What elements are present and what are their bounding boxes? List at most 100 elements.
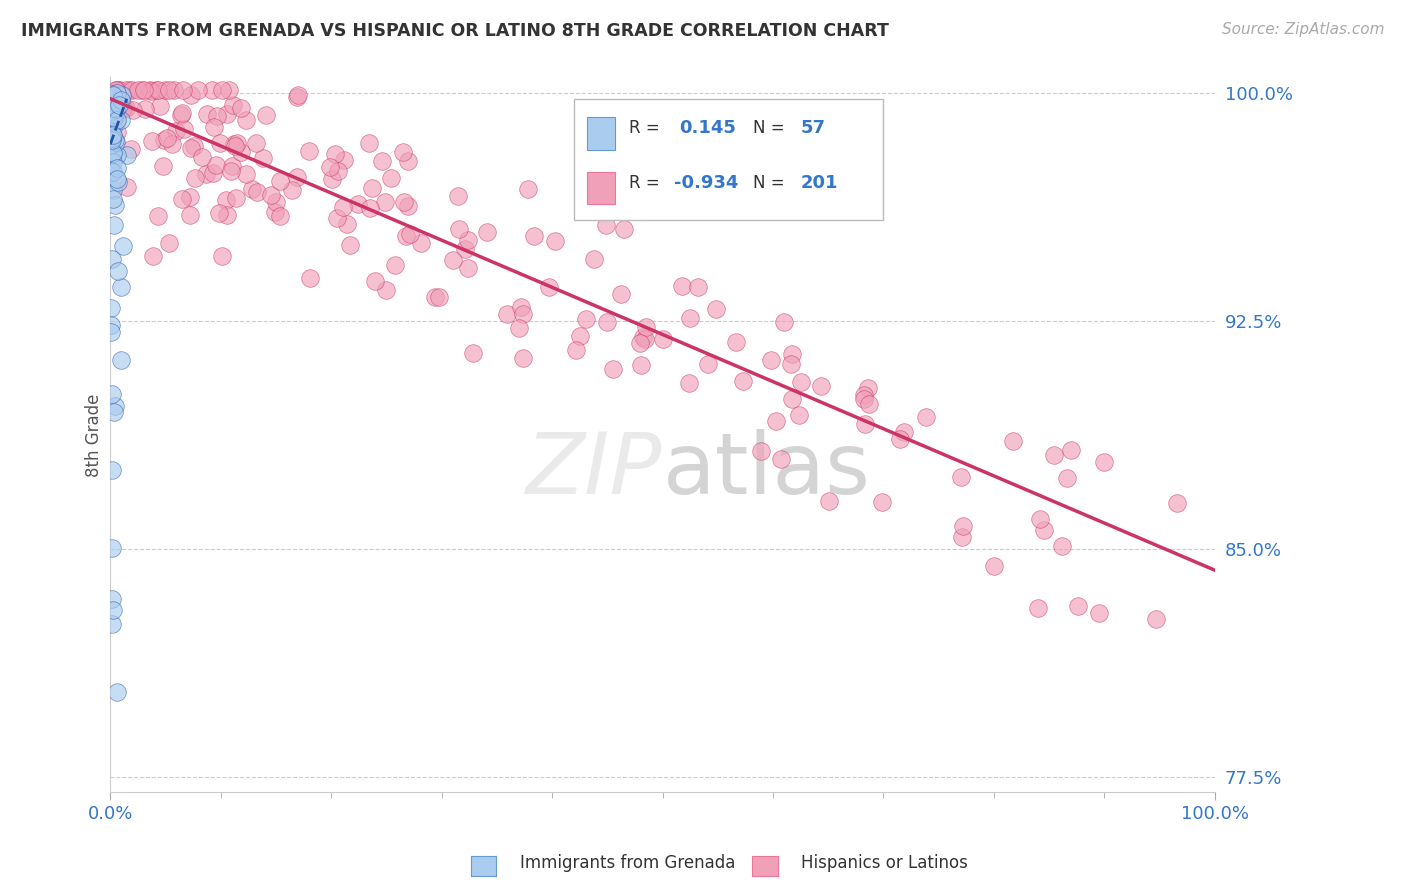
Point [398, 227, 420, 242]
Point [749, 444, 772, 458]
Point [105, 113, 128, 128]
Point [100, 137, 122, 152]
Point [392, 145, 415, 159]
Point [1060, 443, 1083, 458]
Point [780, 392, 803, 406]
Point [852, 392, 875, 406]
Point [104, 91, 127, 105]
Point [523, 228, 546, 243]
Point [396, 199, 419, 213]
Bar [574, 99, 883, 220]
Point [104, 113, 127, 128]
Point [1067, 599, 1090, 613]
Point [245, 136, 267, 150]
Point [157, 236, 180, 251]
Point [103, 102, 125, 116]
Point [100, 301, 122, 315]
Point [252, 151, 274, 165]
Point [146, 209, 169, 223]
Point [115, 148, 138, 162]
Point [269, 174, 291, 188]
Point [893, 425, 915, 439]
Point [1166, 496, 1188, 510]
Bar [588, 172, 614, 204]
Point [512, 351, 534, 365]
Point [225, 191, 247, 205]
Point [218, 82, 240, 96]
Point [104, 82, 127, 96]
Point [222, 137, 245, 152]
Point [1144, 612, 1167, 626]
Point [226, 136, 249, 150]
Point [852, 388, 875, 402]
Point [101, 88, 124, 103]
Point [575, 312, 598, 326]
Point [1043, 448, 1066, 462]
Point [509, 300, 531, 314]
Point [105, 172, 128, 186]
Point [187, 82, 209, 96]
Point [269, 210, 291, 224]
Point [380, 170, 402, 185]
Text: IMMIGRANTS FROM GRENADA VS HISPANIC OR LATINO 8TH GRADE CORRELATION CHART: IMMIGRANTS FROM GRENADA VS HISPANIC OR L… [21, 22, 889, 40]
Point [105, 135, 128, 149]
Text: Hispanics or Latinos: Hispanics or Latinos [801, 855, 969, 872]
Point [394, 194, 416, 209]
Point [889, 432, 911, 446]
Point [105, 86, 128, 100]
Point [1001, 434, 1024, 448]
Point [162, 82, 184, 96]
Point [246, 185, 269, 199]
Point [678, 311, 700, 326]
Point [780, 347, 803, 361]
Text: N =: N = [754, 120, 785, 137]
Point [101, 131, 124, 145]
Point [287, 88, 309, 103]
Point [110, 112, 132, 127]
Point [582, 252, 605, 267]
Point [157, 82, 180, 96]
Point [595, 218, 617, 232]
Point [103, 112, 125, 126]
Point [103, 145, 125, 159]
Point [215, 193, 238, 207]
Point [856, 381, 879, 395]
Point [441, 253, 464, 268]
Point [298, 144, 321, 158]
Point [195, 107, 218, 121]
Point [512, 308, 534, 322]
Point [602, 362, 624, 376]
Point [160, 136, 183, 151]
Point [110, 280, 132, 294]
Point [596, 315, 619, 329]
Point [100, 103, 122, 118]
Point [173, 121, 195, 136]
Point [105, 684, 128, 698]
Point [280, 183, 302, 197]
Point [299, 271, 322, 285]
Point [950, 530, 973, 544]
Point [949, 470, 972, 484]
Point [115, 102, 138, 116]
Point [565, 343, 588, 357]
Point [111, 87, 134, 102]
Point [103, 218, 125, 232]
Point [101, 603, 124, 617]
Point [107, 148, 129, 162]
Point [100, 103, 122, 118]
Point [224, 139, 246, 153]
Point [148, 82, 170, 96]
Point [810, 379, 832, 393]
Point [104, 82, 127, 96]
Point [1092, 455, 1115, 469]
Point [152, 159, 174, 173]
Bar [588, 118, 614, 150]
Text: 0.145: 0.145 [679, 120, 735, 137]
Point [121, 103, 143, 118]
Point [544, 234, 567, 248]
Point [359, 201, 381, 215]
Point [195, 167, 218, 181]
Point [100, 592, 122, 607]
Point [447, 189, 470, 203]
Point [101, 192, 124, 206]
